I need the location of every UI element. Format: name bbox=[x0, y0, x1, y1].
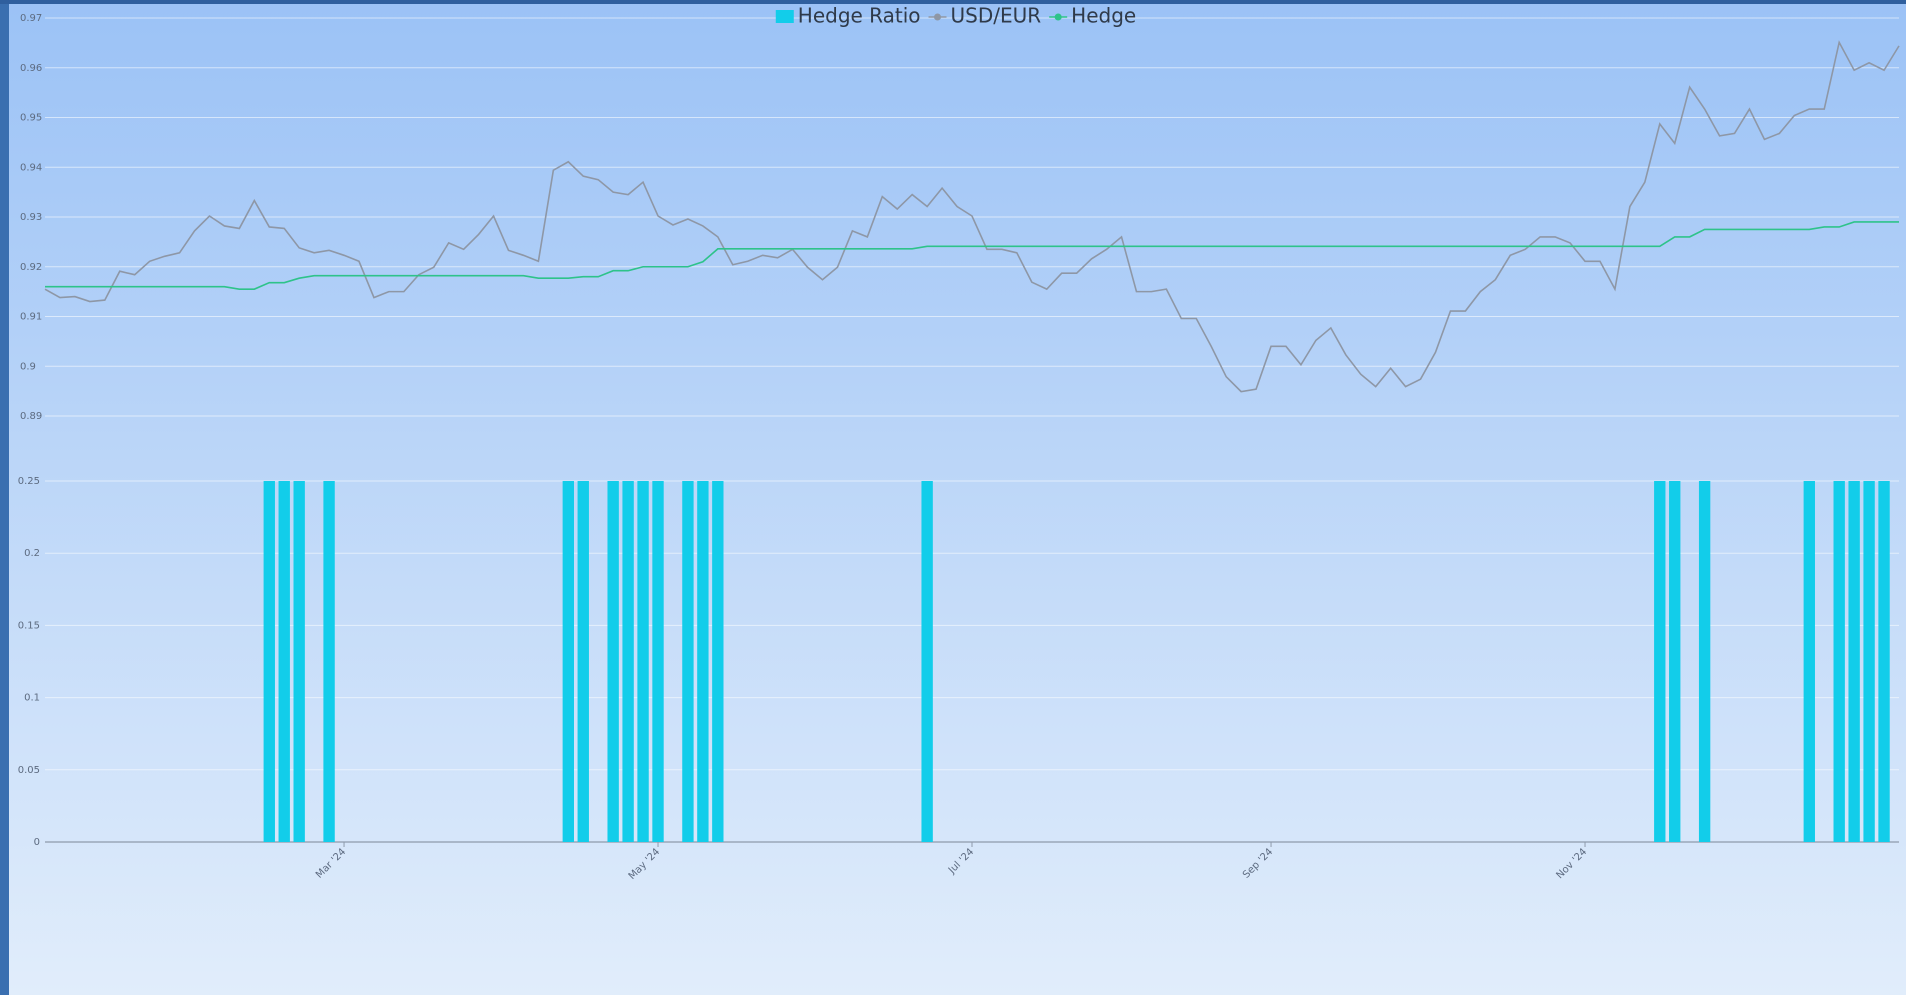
legend-label: Hedge bbox=[1071, 4, 1136, 28]
legend-label: USD/EUR bbox=[951, 4, 1042, 28]
top-border bbox=[0, 0, 1906, 4]
bar bbox=[652, 481, 664, 842]
bar bbox=[697, 481, 709, 842]
legend-dot bbox=[934, 13, 942, 21]
bar bbox=[622, 481, 634, 842]
marks bbox=[44, 40, 1900, 842]
legend-label: Hedge Ratio bbox=[798, 4, 921, 28]
legend-item: USD/EUR bbox=[928, 4, 1042, 28]
bar bbox=[682, 481, 694, 842]
y-tick-label: 0.89 bbox=[20, 411, 42, 422]
line bbox=[44, 40, 1900, 393]
bar bbox=[712, 481, 724, 842]
y-tick-label: 0.97 bbox=[20, 13, 42, 24]
left-border bbox=[0, 0, 9, 995]
legend-item: Hedge bbox=[1049, 4, 1136, 28]
y-tick-label: 0.95 bbox=[20, 113, 42, 124]
legend-swatch bbox=[775, 10, 794, 23]
line bbox=[45, 221, 1899, 290]
bar bbox=[1878, 481, 1890, 842]
bar bbox=[1654, 481, 1666, 842]
y-tick-label: 0.94 bbox=[20, 162, 42, 173]
bar bbox=[577, 481, 589, 842]
bar bbox=[562, 481, 574, 842]
y2-tick-label: 0.2 bbox=[24, 548, 40, 559]
y2-tick-label: 0.25 bbox=[18, 476, 40, 487]
bar bbox=[607, 481, 619, 842]
bar bbox=[1833, 481, 1845, 842]
bar bbox=[323, 481, 335, 842]
y-tick-label: 0.92 bbox=[20, 262, 42, 273]
y-tick-label: 0.91 bbox=[20, 312, 42, 323]
y-tick-label: 0.9 bbox=[20, 361, 36, 372]
y2-tick-label: 0.05 bbox=[18, 765, 40, 776]
bar bbox=[293, 481, 305, 842]
bar bbox=[263, 481, 275, 842]
y2-tick-label: 0.1 bbox=[24, 693, 40, 704]
bar bbox=[1863, 481, 1875, 842]
y2-tick-label: 0 bbox=[34, 837, 40, 848]
bar bbox=[1669, 481, 1681, 842]
bar bbox=[278, 481, 290, 842]
legend: Hedge Ratio USD/EUR Hedge bbox=[775, 4, 1136, 28]
legend-item: Hedge Ratio bbox=[775, 4, 921, 28]
legend-dot bbox=[1054, 13, 1062, 21]
bar bbox=[1803, 481, 1815, 842]
bar bbox=[1848, 481, 1860, 842]
y-tick-label: 0.96 bbox=[20, 63, 42, 74]
y-tick-label: 0.93 bbox=[20, 212, 42, 223]
bar bbox=[921, 481, 933, 842]
bar bbox=[637, 481, 649, 842]
grid: 0.89 0.9 0.91 0.92 0.93 0.94 0.95 0.96 0.97 0 0.05… bbox=[18, 13, 1899, 882]
y2-tick-label: 0.15 bbox=[18, 620, 40, 631]
bar bbox=[1698, 481, 1711, 842]
